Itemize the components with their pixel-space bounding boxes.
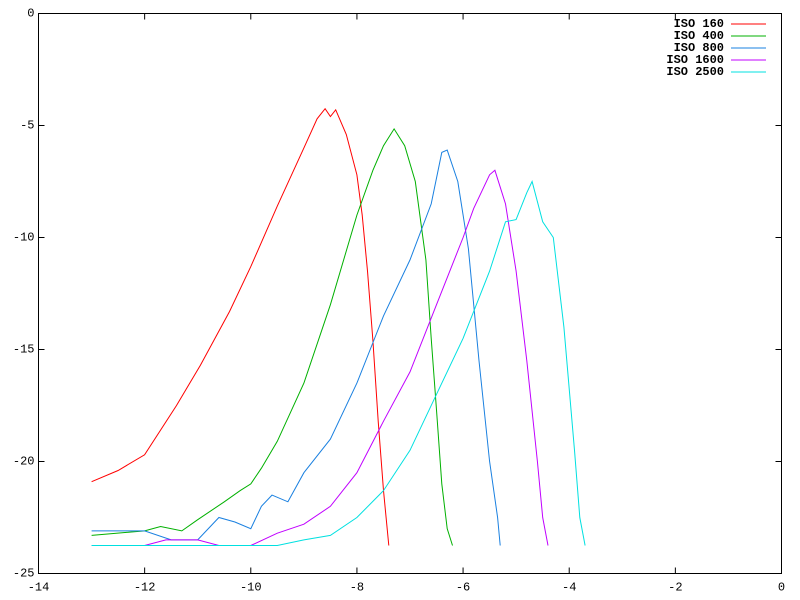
legend-label: ISO 400 bbox=[674, 29, 724, 43]
plot-frame bbox=[38, 13, 782, 574]
data-line bbox=[91, 180, 586, 546]
y-tick-label: -15 bbox=[13, 343, 35, 357]
x-tick-label: -14 bbox=[28, 581, 50, 595]
x-tick-label: -8 bbox=[350, 581, 364, 595]
x-tick-label: -2 bbox=[668, 581, 682, 595]
y-tick-label: -25 bbox=[13, 567, 35, 581]
x-tick-label: 0 bbox=[778, 581, 785, 595]
legend-label: ISO 2500 bbox=[666, 65, 724, 79]
data-line bbox=[91, 127, 453, 546]
x-tick-label: -10 bbox=[240, 581, 262, 595]
y-tick-label: -10 bbox=[13, 231, 35, 245]
y-tick-label: 0 bbox=[27, 7, 34, 21]
y-tick-label: -5 bbox=[20, 119, 34, 133]
x-tick-label: -12 bbox=[134, 581, 156, 595]
y-tick-label: -20 bbox=[13, 455, 35, 469]
x-tick-label: -6 bbox=[456, 581, 470, 595]
data-line bbox=[91, 149, 501, 546]
x-tick-label: -4 bbox=[562, 581, 576, 595]
legend-label: ISO 160 bbox=[674, 17, 724, 31]
legend-label: ISO 1600 bbox=[666, 53, 724, 67]
data-line bbox=[91, 107, 390, 546]
legend-label: ISO 800 bbox=[674, 41, 724, 55]
data-line bbox=[91, 169, 549, 546]
